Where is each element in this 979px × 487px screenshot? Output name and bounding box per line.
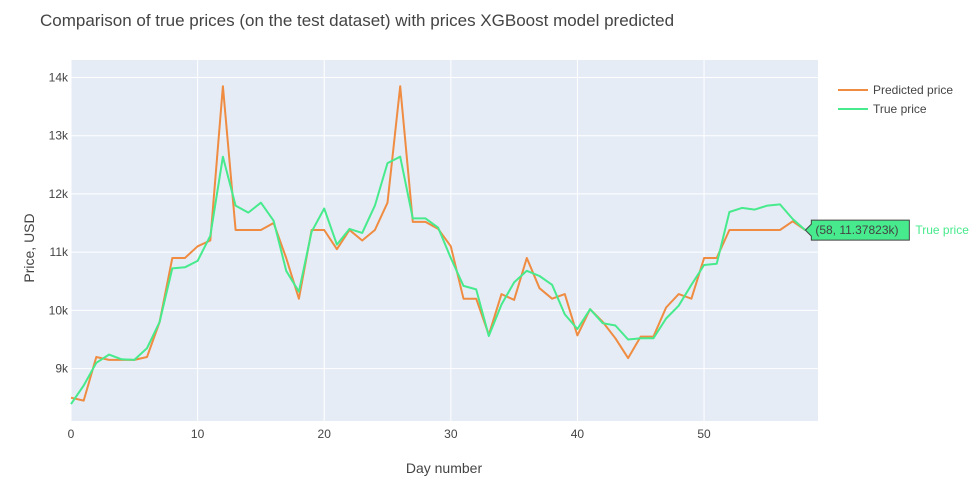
y-tick-label: 10k — [49, 303, 69, 317]
x-tick-label: 0 — [68, 427, 75, 441]
legend: Predicted price True price — [838, 83, 953, 116]
legend-label-true: True price — [873, 102, 927, 116]
y-tick-label: 13k — [49, 129, 69, 143]
y-tick-label: 9k — [55, 362, 69, 376]
hover-series-label: True price — [915, 223, 969, 237]
series-line-true — [70, 155, 806, 405]
chart-title: Comparison of true prices (on the test d… — [40, 11, 674, 30]
ticks: 0 10 20 30 40 50 9k 10k 11k 12k 13k 14k — [49, 70, 711, 441]
hover-value-text: (58, 11.37823k) — [815, 223, 898, 237]
x-tick-label: 50 — [697, 427, 711, 441]
x-tick-label: 30 — [444, 427, 458, 441]
legend-label-predicted: Predicted price — [873, 83, 953, 97]
x-tick-label: 10 — [191, 427, 205, 441]
y-tick-label: 14k — [49, 70, 69, 84]
hover-box — [804, 219, 910, 241]
legend-item-true[interactable]: True price — [838, 102, 927, 116]
x-tick-label: 20 — [318, 427, 332, 441]
y-tick-label: 12k — [49, 187, 69, 201]
y-axis-title: Price, USD — [21, 213, 37, 282]
x-tick-label: 40 — [571, 427, 585, 441]
series-layer — [70, 85, 806, 405]
legend-item-predicted[interactable]: Predicted price — [838, 83, 953, 97]
hover-tooltip: (58, 11.37823k) True price — [804, 219, 969, 241]
x-axis-title: Day number — [406, 460, 483, 476]
grid — [70, 60, 818, 421]
y-tick-label: 11k — [50, 245, 69, 259]
